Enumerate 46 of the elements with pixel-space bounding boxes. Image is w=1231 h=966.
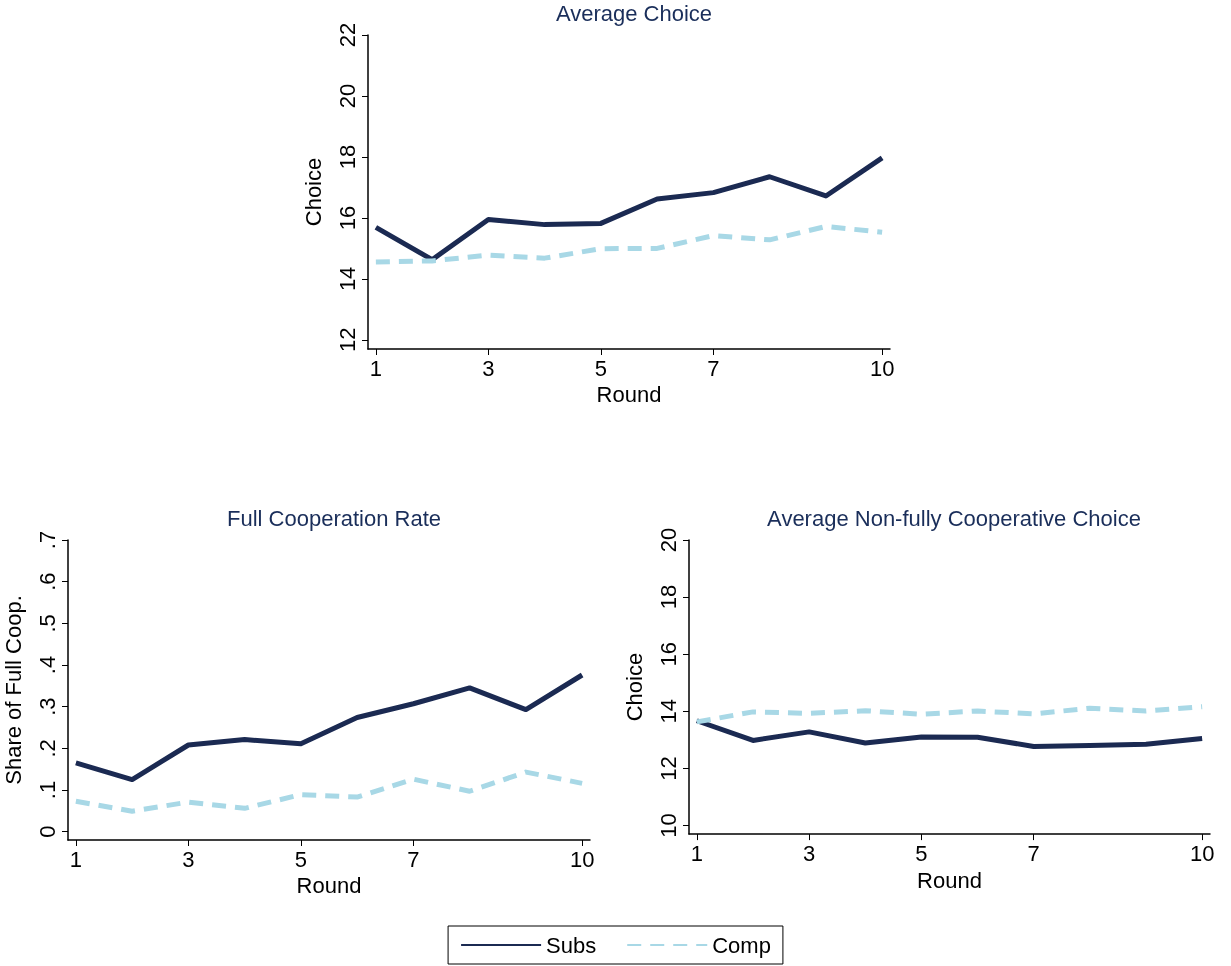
x-axis-title: Round xyxy=(917,867,982,893)
y-tick-label: .7 xyxy=(34,530,60,550)
y-tick-label: 14 xyxy=(334,266,360,292)
x-axis-title: Round xyxy=(296,873,362,899)
y-tick-label: 14 xyxy=(655,699,681,724)
x-tick-label: 10 xyxy=(569,846,595,872)
y-tick-label: 18 xyxy=(334,144,360,170)
y-tick-label: 0 xyxy=(34,825,60,838)
y-tick-label: 20 xyxy=(334,83,360,109)
y-axis-title: Share of Full Coop. xyxy=(0,595,26,785)
y-tick-label: 16 xyxy=(655,641,681,667)
x-tick-label: 1 xyxy=(69,846,82,872)
x-tick-label: 1 xyxy=(690,840,703,866)
y-axis-title: Choice xyxy=(300,157,326,227)
y-tick-label: .3 xyxy=(34,697,60,716)
x-tick-label: 7 xyxy=(1027,840,1040,866)
x-tick-label: 5 xyxy=(594,355,607,381)
y-tick-label: 22 xyxy=(334,22,360,48)
x-tick-label: 10 xyxy=(1189,840,1215,866)
legend-label: Subs xyxy=(546,932,597,958)
chart-title: Average Non-fully Cooperative Choice xyxy=(767,505,1141,531)
x-tick-label: 5 xyxy=(294,846,307,872)
y-tick-label: 10 xyxy=(655,813,681,838)
y-tick-label: .1 xyxy=(34,780,60,800)
x-tick-label: 3 xyxy=(803,840,816,866)
x-tick-label: 10 xyxy=(869,355,895,381)
x-axis-title: Round xyxy=(596,382,662,408)
x-tick-label: 3 xyxy=(482,355,495,381)
x-tick-label: 1 xyxy=(369,355,382,381)
chart-title: Full Cooperation Rate xyxy=(226,505,442,531)
y-tick-label: 16 xyxy=(334,205,360,231)
y-tick-label: 12 xyxy=(334,327,360,353)
y-axis-title: Choice xyxy=(621,652,647,722)
y-tick-label: .6 xyxy=(34,572,60,591)
y-tick-label: .5 xyxy=(34,614,60,633)
y-tick-label: .4 xyxy=(34,655,60,675)
chart-title: Average Choice xyxy=(555,0,713,26)
y-tick-label: 20 xyxy=(655,527,681,553)
y-tick-label: .2 xyxy=(34,739,60,758)
x-tick-label: 3 xyxy=(182,846,195,872)
x-tick-label: 7 xyxy=(407,846,420,872)
y-tick-label: 12 xyxy=(655,756,681,781)
y-tick-label: 18 xyxy=(655,584,681,610)
x-tick-label: 5 xyxy=(915,840,928,866)
legend-label: Comp xyxy=(712,932,771,958)
x-tick-label: 7 xyxy=(707,355,720,381)
